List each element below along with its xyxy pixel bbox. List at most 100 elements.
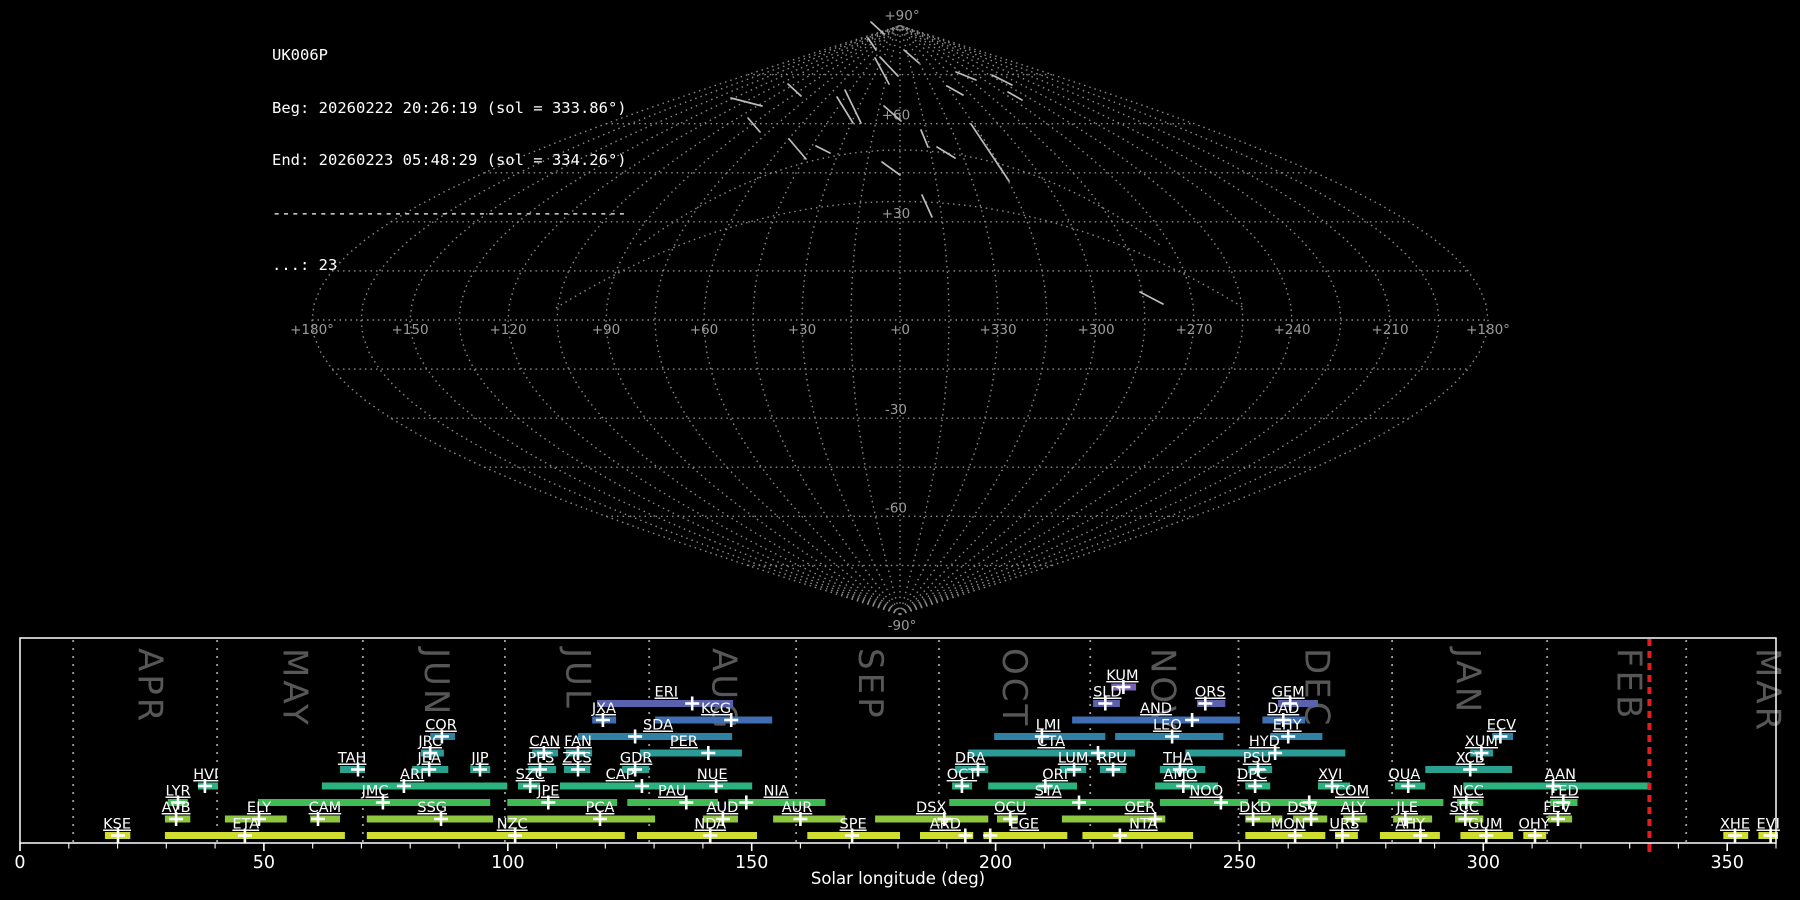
- shower-label-ECV: ECV: [1487, 718, 1516, 734]
- month-label-jun: JUN: [416, 646, 456, 717]
- shower-bar-EGE: [983, 832, 1068, 839]
- meteor-trail-11: [787, 83, 802, 97]
- map-meridian--90: [605, 24, 901, 616]
- shower-label-COR: COR: [425, 718, 457, 734]
- month-label-jul: JUL: [557, 646, 597, 711]
- shower-label-NUE: NUE: [697, 767, 728, 783]
- map-overlay-arc: [639, 149, 1161, 246]
- map-lon-label: +240: [1273, 322, 1310, 338]
- x-axis-title: Solar longitude (deg): [811, 869, 985, 888]
- shower-label-QUA: QUA: [1388, 767, 1420, 783]
- shower-label-URS: URS: [1329, 817, 1359, 833]
- shower-bar-NTA: [1082, 832, 1194, 839]
- shower-label-FED: FED: [1550, 784, 1579, 800]
- shower-bar-AND: [1072, 716, 1240, 724]
- x-axis-tick-label: 200: [979, 853, 1012, 873]
- shower-label-EHY: EHY: [1273, 718, 1302, 734]
- shower-bar-JLE: [1393, 815, 1433, 823]
- shower-label-DRA: DRA: [955, 751, 986, 767]
- map-lon-label: +30: [788, 322, 817, 338]
- shower-label-ORI: ORI: [1042, 767, 1068, 783]
- begin-time: Beg: 20260222 20:26:19 (sol = 333.86°): [272, 98, 627, 117]
- shower-label-FAN: FAN: [564, 734, 592, 750]
- shower-label-PPS: PPS: [528, 751, 555, 767]
- shower-label-FEV: FEV: [1543, 800, 1571, 816]
- map-meridian-30: [899, 25, 999, 615]
- meteor-trail-23: [867, 37, 877, 51]
- month-label-may: MAY: [274, 648, 314, 728]
- x-axis-tick-label: 100: [491, 853, 524, 873]
- shower-label-NIA: NIA: [764, 784, 789, 800]
- shower-label-NZC: NZC: [497, 817, 528, 833]
- shower-label-PAU: PAU: [658, 784, 686, 800]
- meteor-trail-6: [879, 56, 899, 77]
- map-meridian--30: [801, 25, 901, 615]
- shower-label-SDA: SDA: [643, 718, 673, 734]
- meteor-trail-16: [921, 194, 933, 218]
- shower-label-ERI: ERI: [655, 685, 679, 701]
- map-meridian--165: [360, 24, 901, 616]
- station-id: UK006P: [272, 46, 328, 64]
- header-info: UK006P Beg: 20260222 20:26:19 (sol = 333…: [272, 12, 627, 310]
- shower-label-XCB: XCB: [1456, 751, 1485, 767]
- shower-bar-ETA: [164, 832, 345, 839]
- shower-label-EVI: EVI: [1757, 817, 1780, 833]
- shower-label-HYD: HYD: [1249, 734, 1280, 750]
- map-meridian-165: [899, 24, 1440, 616]
- shower-label-JPE: JPE: [536, 784, 559, 800]
- shower-bar-PER: [640, 749, 742, 757]
- shower-label-ELY: ELY: [247, 800, 271, 816]
- meteor-count: ...: 23: [272, 256, 338, 274]
- meteor-trail-3: [955, 71, 977, 81]
- shower-bar-JMC: [258, 799, 491, 806]
- shower-label-EGE: EGE: [1010, 817, 1040, 833]
- shower-label-PSU: PSU: [1243, 751, 1272, 767]
- map-lon-label: +300: [1077, 322, 1114, 338]
- meteor-trail-17: [1007, 91, 1023, 101]
- shower-label-GEM: GEM: [1272, 685, 1305, 701]
- meteor-trail-13: [881, 161, 901, 176]
- meteor-trail-2: [903, 49, 920, 64]
- shower-label-MON: MON: [1271, 817, 1306, 833]
- map-lon-label: +0: [890, 322, 910, 338]
- shower-bar-DKD: [1245, 815, 1283, 823]
- shower-label-OCT: OCT: [947, 767, 978, 783]
- shower-label-ZCS: ZCS: [562, 751, 591, 767]
- shower-label-LYR: LYR: [165, 784, 190, 800]
- meteor-trail-10: [970, 123, 1010, 182]
- shower-label-SCC: SCC: [1450, 800, 1479, 816]
- meteor-trail-21: [815, 145, 831, 154]
- shower-label-THA: THA: [1162, 751, 1193, 767]
- shower-bar-OER: [1061, 815, 1166, 823]
- shower-bar-NZC: [366, 832, 625, 839]
- shower-label-XVI: XVI: [1318, 767, 1342, 783]
- shower-label-KSE: KSE: [103, 817, 131, 833]
- map-lon-label: +180°: [290, 322, 334, 338]
- shower-bar-CTA: [968, 749, 1135, 757]
- shower-bar-HYD: [1185, 749, 1346, 757]
- shower-bar-PCA: [507, 815, 656, 823]
- sky-map: +90°-90°+60+30-30-60+180°+150+120+90+60+…: [290, 8, 1510, 634]
- shower-bar-NIA: [728, 799, 826, 806]
- x-axis-tick-label: 350: [1710, 853, 1743, 873]
- map-meridian--105: [556, 24, 901, 616]
- meteor-trail-19: [747, 117, 761, 133]
- shower-label-NOO: NOO: [1189, 784, 1223, 800]
- shower-label-PCA: PCA: [586, 800, 615, 816]
- shower-label-SSG: SSG: [417, 800, 447, 816]
- shower-bar-PAU: [627, 799, 718, 806]
- shower-bar-ORI: [988, 782, 1077, 790]
- map-lon-label: +90: [592, 322, 621, 338]
- shower-bar-NDA: [637, 832, 757, 839]
- shower-label-DSX: DSX: [916, 800, 946, 816]
- month-label-dec: DEC: [1296, 648, 1336, 728]
- shower-label-ARI: ARI: [400, 767, 424, 783]
- shower-bar-MON: [1245, 832, 1326, 839]
- shower-bar-EHY: [1270, 733, 1323, 740]
- shower-label-ARD: ARD: [930, 817, 961, 833]
- meteor-trail-5: [844, 89, 862, 124]
- meteor-trail-22: [730, 97, 763, 107]
- shower-label-OCU: OCU: [994, 800, 1026, 816]
- month-label-apr: APR: [130, 648, 170, 724]
